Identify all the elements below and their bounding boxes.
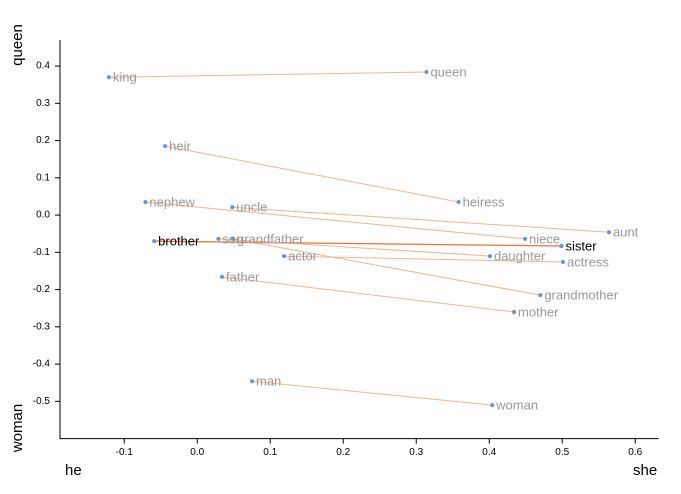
x-tick-label: 0.3 [409,447,423,458]
word-label: brother [158,234,200,249]
word-label: father [226,269,260,284]
word-point [230,205,235,210]
word-label: sister [566,238,598,253]
word-label: queen [430,64,466,79]
pair-line [251,380,493,406]
pair-line [232,238,541,296]
y-tick-label: -0.1 [33,247,51,258]
word-point [512,309,517,314]
word-point [487,254,492,259]
y-top-label: queen [9,24,26,66]
word-point [523,236,528,241]
y-tick-label: -0.4 [33,359,51,370]
word-point [143,200,148,205]
word-point [220,274,225,279]
x-tick-label: 0.1 [263,447,277,458]
word-point [456,200,461,205]
x-tick-label: 0.2 [336,447,350,458]
word-label: uncle [236,200,267,215]
y-tick-label: -0.5 [33,396,51,407]
x-tick-label: -0.1 [116,447,134,458]
y-tick-label: 0.0 [36,210,50,221]
word-point [249,379,254,384]
word-point [490,403,495,408]
y-tick-label: -0.3 [33,321,51,332]
word-point [163,144,168,149]
word-label: aunt [613,225,639,240]
word-label: mother [518,304,559,319]
word-label: heiress [463,194,505,209]
word-label: woman [495,398,538,413]
word-label: actor [288,249,318,264]
word-label: heir [169,139,191,154]
pair-line [284,255,563,263]
word-label: grandmother [544,288,618,303]
x-tick-label: 0.0 [190,447,204,458]
pair-line [145,201,526,240]
word-point [606,230,611,235]
word-point [538,293,543,298]
word-point [152,239,157,244]
x-tick-label: 0.6 [628,447,642,458]
x-tick-label: 0.5 [555,447,569,458]
word-label: king [113,70,137,85]
y-bottom-label: woman [9,404,26,453]
pair-line [222,276,515,313]
word-point [559,244,564,249]
word-label: man [256,374,281,389]
pair-line [154,240,562,247]
word-point [560,260,565,265]
y-tick-label: -0.2 [33,284,51,295]
word-point [216,236,221,241]
pair-line [232,206,609,233]
x-left-label: he [65,462,82,479]
pair-line [218,238,491,257]
pair-line [108,71,427,78]
word-label: nephew [149,194,195,209]
x-right-label: she [633,462,657,479]
word-label: actress [567,254,609,269]
word-label: daughter [494,249,546,264]
y-tick-label: 0.1 [36,172,50,183]
pair-line [165,145,459,203]
x-tick-label: 0.4 [482,447,496,458]
word-point [424,70,429,75]
y-tick-label: 0.4 [36,61,50,72]
word-point [106,75,111,80]
y-tick-label: 0.3 [36,98,50,109]
word-point [231,236,236,241]
word-point [282,254,287,259]
word-label: niece [529,231,560,246]
word-label: grandfather [237,231,304,246]
y-tick-label: 0.2 [36,135,50,146]
